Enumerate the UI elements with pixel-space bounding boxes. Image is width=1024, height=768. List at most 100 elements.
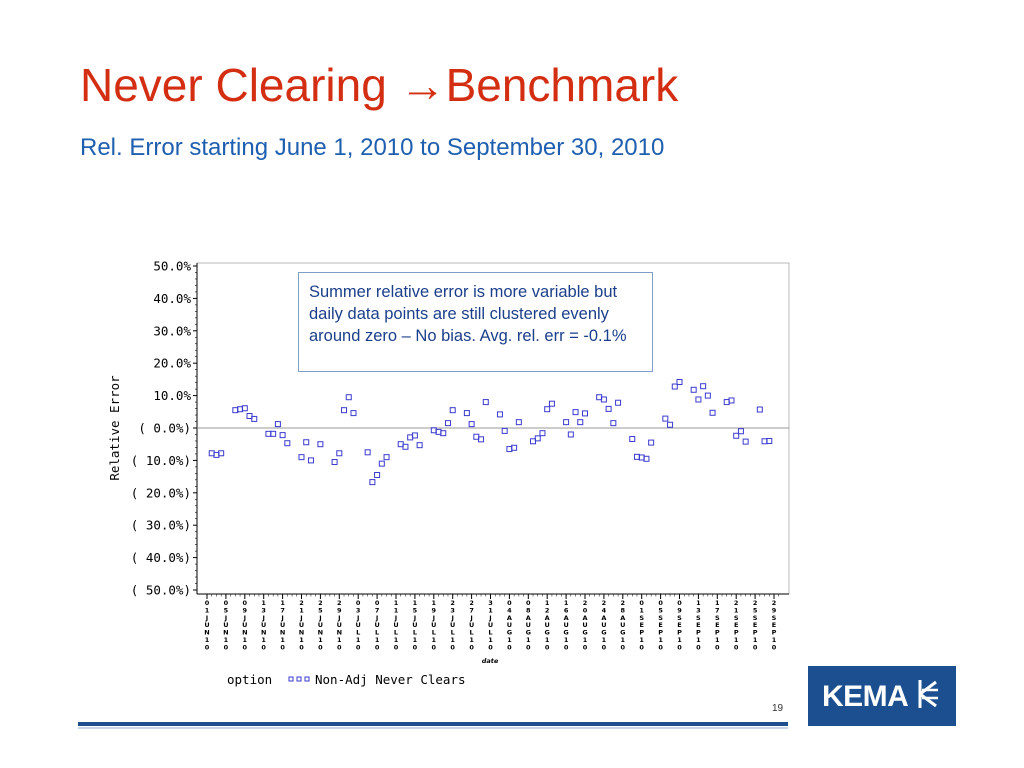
data-point [218,450,225,457]
data-point [303,439,310,446]
data-point [241,405,248,412]
data-point [756,406,763,413]
data-point [350,410,357,417]
data-point [284,440,291,447]
data-point [251,415,258,422]
page-number: 19 [772,703,784,714]
data-point [648,439,655,446]
data-point [345,394,352,401]
data-point [331,459,338,466]
y-tick-label: ( 30.0%) [131,518,191,533]
data-point [317,441,324,448]
data-point [671,383,678,390]
data-point [449,407,456,414]
title-text-1: Never Clearing [80,59,400,111]
axes-group: 50.0% 40.0% 30.0% 20.0% 10.0% ( 0.0%) ( 10.0%)… [131,259,789,651]
data-point [667,421,674,428]
data-point [369,479,376,486]
y-tick-label: ( 10.0%) [131,453,191,468]
footer-divider-shadow [78,727,788,729]
data-point [515,419,522,426]
slide-subtitle: Rel. Error starting June 1, 2010 to Sept… [80,134,665,161]
footer-divider [78,722,788,726]
data-point [629,436,636,443]
data-point [709,409,716,416]
data-point [742,438,749,445]
data-point [572,409,579,416]
data-point [383,454,390,461]
legend-marker-icon [288,676,310,682]
data-point [378,460,385,467]
data-point [704,392,711,399]
kema-logo: KEMA [808,666,956,726]
y-tick-label: 10.0% [153,388,191,403]
y-tick-label: ( 40.0%) [131,550,191,565]
data-point [690,386,697,393]
data-point [496,411,503,418]
data-point [298,454,305,461]
data-point [728,397,735,404]
data-point [501,427,508,434]
data-point [563,419,570,426]
data-point [307,457,314,464]
data-point [341,407,348,414]
data-point [577,419,584,426]
data-point [610,420,617,427]
data-point [374,471,381,478]
data-point [411,432,418,439]
data-point [695,396,702,403]
y-tick-label: ( 20.0%) [131,485,191,500]
data-point [700,383,707,390]
x-axis-label: date [482,657,499,665]
y-tick-label: 40.0% [153,291,191,306]
data-point [336,450,343,457]
data-point [662,415,669,422]
data-point [605,405,612,412]
data-point [766,437,773,444]
slide-title: Never Clearing →Benchmark [80,58,678,112]
data-point [534,435,541,442]
data-point [364,449,371,456]
points-group [208,378,773,486]
data-point [478,436,485,443]
data-point [270,430,277,437]
data-point [737,428,744,435]
data-point [511,444,518,451]
data-point [440,430,447,437]
legend-series-label: Non-Adj Never Clears [315,672,466,687]
arrow-icon: → [399,59,446,111]
logo-text: KEMA [822,680,909,713]
y-tick-label: ( 0.0%) [138,421,191,436]
data-point [539,430,546,437]
y-tick-label: 30.0% [153,323,191,338]
data-point [600,396,607,403]
data-point [463,410,470,417]
